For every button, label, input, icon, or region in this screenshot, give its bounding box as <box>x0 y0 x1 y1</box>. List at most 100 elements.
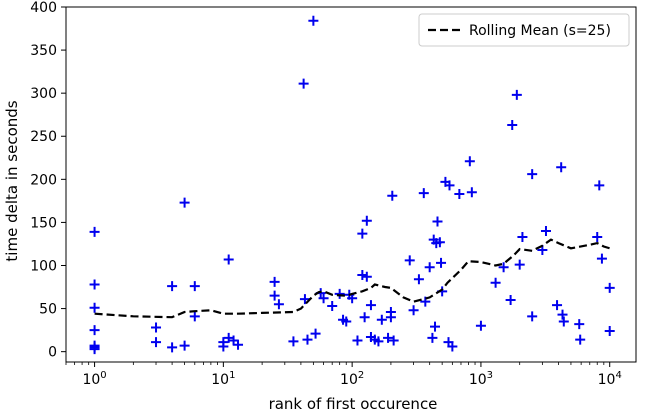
data-point <box>404 255 415 266</box>
data-point <box>552 300 563 311</box>
y-tick-label: 350 <box>30 43 57 59</box>
x-axis-label: rank of first occurence <box>269 395 438 413</box>
data-point <box>517 232 528 243</box>
data-point <box>527 311 538 322</box>
data-point <box>151 337 162 348</box>
data-point <box>373 336 384 347</box>
data-point <box>269 276 280 287</box>
data-point <box>505 294 516 305</box>
data-point <box>430 321 441 332</box>
data-point <box>427 332 438 343</box>
data-point <box>418 188 429 199</box>
data-point <box>327 300 338 311</box>
data-point <box>387 190 398 201</box>
data-point <box>288 336 299 347</box>
data-point <box>557 309 568 320</box>
data-point <box>540 226 551 237</box>
data-point <box>357 228 368 239</box>
plot-area <box>89 15 615 355</box>
data-point <box>269 290 280 301</box>
data-point <box>352 335 363 346</box>
x-tick-label: 100 <box>82 370 106 388</box>
x-tick-label: 101 <box>211 370 235 388</box>
data-point <box>357 269 368 280</box>
data-point <box>475 320 486 331</box>
data-point <box>167 342 178 353</box>
data-point <box>424 262 435 273</box>
y-tick-label: 200 <box>30 172 57 188</box>
data-point <box>151 322 162 333</box>
data-point <box>556 162 567 173</box>
data-point <box>447 341 458 352</box>
data-point <box>318 293 329 304</box>
x-tick-label: 103 <box>469 370 493 388</box>
legend: Rolling Mean (s=25) <box>418 13 630 47</box>
data-point <box>273 299 284 310</box>
data-point <box>179 197 190 208</box>
y-tick-label: 0 <box>48 345 57 361</box>
y-tick-label: 50 <box>39 302 57 318</box>
data-point <box>385 312 396 323</box>
data-point <box>413 274 424 285</box>
data-point <box>507 120 518 131</box>
axes: 0 50 100 150 200 250 300 350 400 100 101 102 103 104 <box>30 0 637 388</box>
data-point <box>299 294 310 305</box>
data-point <box>310 328 321 339</box>
data-point <box>189 311 200 322</box>
data-point <box>444 180 455 191</box>
axes-frame <box>65 6 637 363</box>
legend-label: Rolling Mean (s=25) <box>469 23 611 39</box>
data-point <box>514 259 525 270</box>
data-point <box>298 78 309 89</box>
data-point <box>490 277 501 288</box>
y-tick-label: 300 <box>30 86 57 102</box>
data-point <box>218 341 229 352</box>
data-point <box>359 312 370 323</box>
data-point <box>167 281 178 292</box>
data-point <box>574 319 585 330</box>
data-point <box>89 302 100 313</box>
data-point <box>361 215 372 226</box>
data-point <box>334 288 345 299</box>
scatter-series <box>89 15 615 355</box>
data-point <box>466 187 477 198</box>
x-tick-label: 104 <box>598 370 622 388</box>
data-point <box>604 282 615 293</box>
data-point <box>179 340 190 351</box>
data-point <box>361 271 372 282</box>
data-point <box>365 300 376 311</box>
data-point <box>233 339 244 350</box>
data-point <box>308 15 319 26</box>
data-point <box>420 296 431 307</box>
legend-box <box>418 13 630 47</box>
data-point <box>436 257 447 268</box>
data-point <box>89 279 100 290</box>
data-point <box>383 332 394 343</box>
data-point <box>432 216 443 227</box>
data-point <box>498 262 509 273</box>
data-point <box>464 156 475 167</box>
data-point <box>376 314 387 325</box>
data-point <box>189 281 200 292</box>
data-point <box>89 325 100 336</box>
data-point <box>223 254 234 265</box>
data-point <box>594 180 605 191</box>
rolling-mean-line <box>94 238 611 319</box>
x-tick-label: 102 <box>340 370 364 388</box>
data-point <box>575 334 586 345</box>
y-tick-label: 250 <box>30 129 57 145</box>
data-point <box>454 188 465 199</box>
data-point <box>527 169 538 180</box>
data-point <box>302 334 313 345</box>
y-tick-label: 150 <box>30 215 57 231</box>
data-point <box>89 344 100 355</box>
y-tick-label: 400 <box>30 0 57 16</box>
data-point <box>388 335 399 346</box>
data-point <box>558 316 569 327</box>
data-point <box>89 226 100 237</box>
y-tick-label: 100 <box>30 258 57 274</box>
data-point <box>408 305 419 316</box>
data-point <box>604 325 615 336</box>
y-axis-label: time delta in seconds <box>3 100 21 261</box>
